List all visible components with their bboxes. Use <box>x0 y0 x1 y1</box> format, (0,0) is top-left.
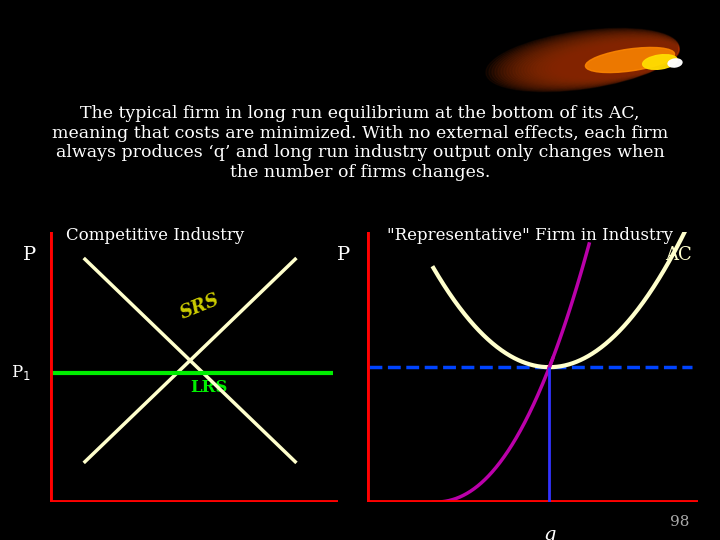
Text: "Representative" Firm in Industry: "Representative" Firm in Industry <box>387 226 673 244</box>
Text: The typical firm in long run equilibrium at the bottom of its AC,
meaning that c: The typical firm in long run equilibrium… <box>52 105 668 181</box>
Ellipse shape <box>668 59 682 67</box>
Text: LRS: LRS <box>190 379 228 395</box>
Text: P: P <box>23 246 36 264</box>
Ellipse shape <box>585 48 675 72</box>
Text: 98: 98 <box>670 515 690 529</box>
Text: AC: AC <box>665 246 692 264</box>
Text: q: q <box>543 526 556 540</box>
Ellipse shape <box>486 28 679 92</box>
Text: SRS: SRS <box>178 291 222 322</box>
Text: Competitive Industry: Competitive Industry <box>66 226 244 244</box>
Ellipse shape <box>643 55 678 69</box>
Text: P: P <box>338 246 351 264</box>
Text: P$_1$: P$_1$ <box>11 363 30 382</box>
